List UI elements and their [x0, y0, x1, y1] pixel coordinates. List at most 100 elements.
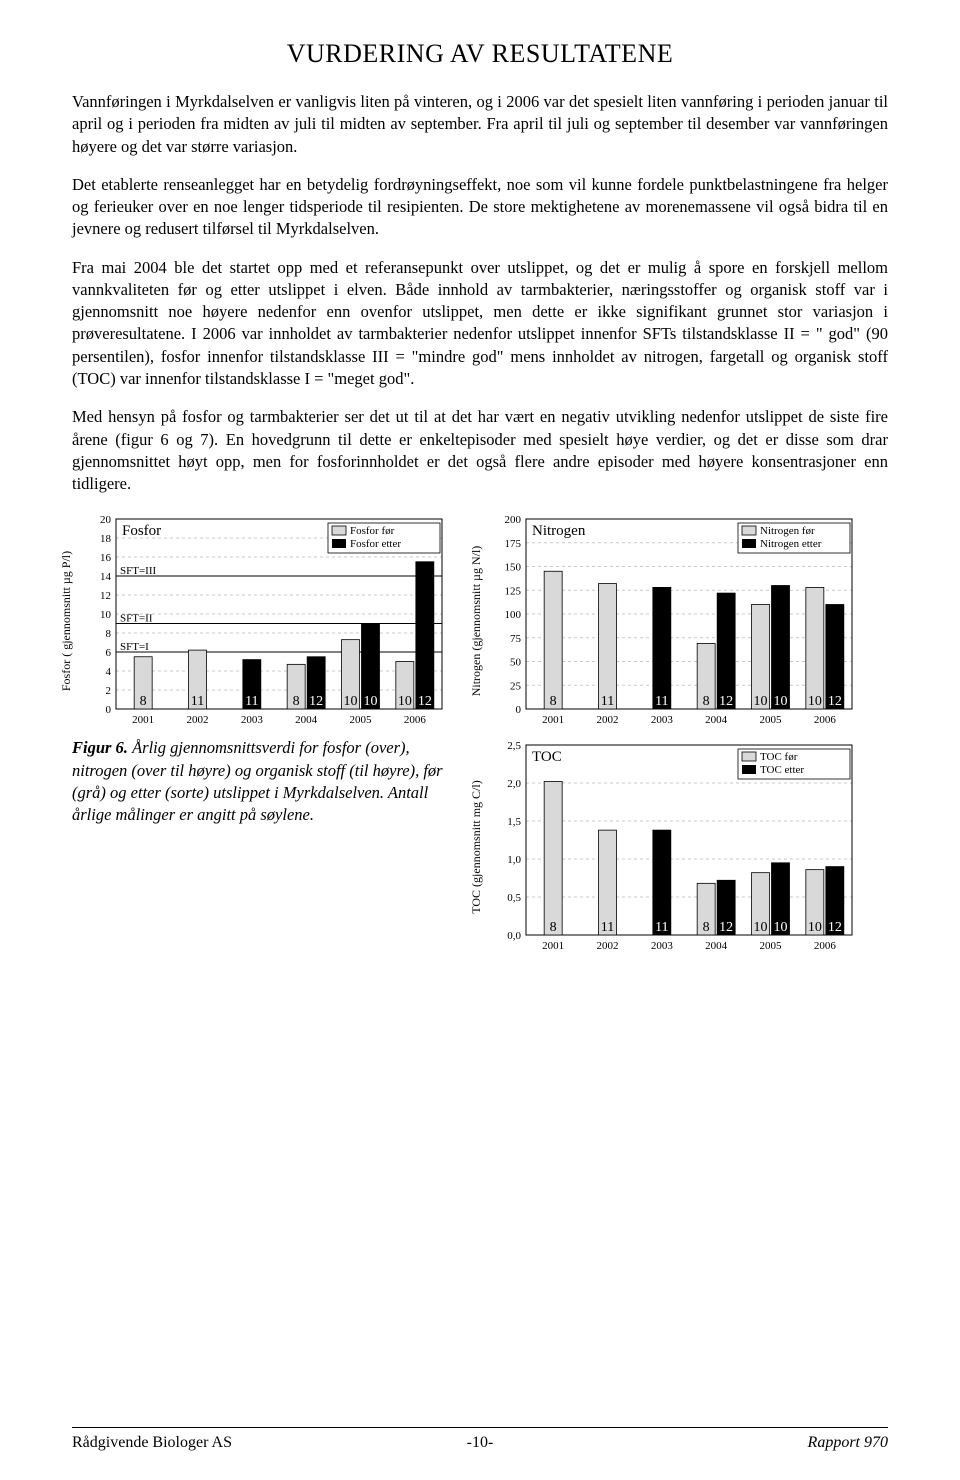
svg-text:11: 11: [655, 694, 668, 709]
svg-text:12: 12: [309, 694, 323, 709]
toc-chart: TOC (gjennomsnitt mg C/l) 0,00,51,01,52,…: [482, 737, 862, 957]
svg-text:2004: 2004: [705, 714, 728, 726]
svg-text:2003: 2003: [651, 714, 674, 726]
svg-text:Fosfor etter: Fosfor etter: [350, 538, 401, 550]
svg-text:75: 75: [510, 633, 522, 645]
lower-row: Figur 6. Årlig gjennomsnittsverdi for fo…: [72, 737, 888, 957]
svg-text:10: 10: [344, 694, 358, 709]
svg-text:11: 11: [191, 694, 204, 709]
svg-text:TOC etter: TOC etter: [760, 764, 804, 776]
svg-text:10: 10: [754, 694, 768, 709]
svg-text:12: 12: [100, 590, 111, 602]
svg-text:0,5: 0,5: [507, 892, 521, 904]
svg-text:125: 125: [505, 586, 522, 598]
paragraph-2: Det etablerte renseanlegget har en betyd…: [72, 174, 888, 241]
fosfor-chart: Fosfor ( gjennomsnitt µg P/l) 0246810121…: [72, 511, 452, 731]
svg-text:200: 200: [505, 514, 522, 526]
svg-text:2002: 2002: [597, 940, 619, 952]
svg-text:2005: 2005: [350, 714, 373, 726]
svg-text:150: 150: [505, 562, 522, 574]
svg-text:2001: 2001: [542, 940, 564, 952]
svg-text:11: 11: [601, 694, 614, 709]
svg-text:Nitrogen: Nitrogen: [532, 523, 586, 539]
svg-text:10: 10: [774, 920, 788, 935]
svg-text:2,0: 2,0: [507, 778, 521, 790]
svg-text:12: 12: [719, 920, 733, 935]
svg-text:10: 10: [808, 920, 822, 935]
svg-text:Fosfor: Fosfor: [122, 523, 161, 539]
svg-text:12: 12: [828, 920, 842, 935]
svg-text:10: 10: [398, 694, 412, 709]
svg-text:6: 6: [106, 647, 112, 659]
svg-text:2003: 2003: [651, 940, 674, 952]
svg-text:50: 50: [510, 657, 522, 669]
svg-text:8: 8: [703, 694, 710, 709]
charts-top-row: Fosfor ( gjennomsnitt µg P/l) 0246810121…: [72, 511, 888, 731]
svg-text:18: 18: [100, 533, 112, 545]
svg-text:Nitrogen etter: Nitrogen etter: [760, 538, 822, 550]
paragraph-4: Med hensyn på fosfor og tarmbakterier se…: [72, 406, 888, 495]
svg-text:12: 12: [418, 694, 432, 709]
svg-text:0: 0: [106, 704, 112, 716]
svg-text:2001: 2001: [542, 714, 564, 726]
svg-text:11: 11: [655, 920, 668, 935]
svg-text:2006: 2006: [814, 940, 837, 952]
svg-text:2004: 2004: [705, 940, 728, 952]
svg-text:100: 100: [505, 609, 522, 621]
svg-text:11: 11: [601, 920, 614, 935]
svg-text:10: 10: [754, 920, 768, 935]
svg-text:8: 8: [293, 694, 300, 709]
svg-text:2004: 2004: [295, 714, 318, 726]
figure-caption: Figur 6. Årlig gjennomsnittsverdi for fo…: [72, 737, 452, 826]
svg-text:1,0: 1,0: [507, 854, 521, 866]
svg-text:2003: 2003: [241, 714, 263, 726]
page-footer: Rådgivende Biologer AS -10- Rapport 970: [72, 1427, 888, 1454]
svg-text:8: 8: [703, 920, 710, 935]
caption-body: Årlig gjennomsnittsverdi for fosfor (ove…: [72, 738, 443, 824]
nitrogen-ylabel: Nitrogen (gjennomsnitt µg N/l): [468, 546, 484, 697]
svg-text:0,0: 0,0: [507, 930, 521, 942]
svg-text:Fosfor før: Fosfor før: [350, 525, 395, 537]
svg-text:1,5: 1,5: [507, 816, 521, 828]
svg-text:10: 10: [364, 694, 378, 709]
svg-text:10: 10: [774, 694, 788, 709]
svg-text:12: 12: [719, 694, 733, 709]
svg-text:8: 8: [106, 628, 112, 640]
svg-text:2006: 2006: [814, 714, 837, 726]
svg-text:2002: 2002: [187, 714, 209, 726]
svg-text:2005: 2005: [760, 940, 783, 952]
fosfor-ylabel: Fosfor ( gjennomsnitt µg P/l): [58, 551, 74, 691]
svg-text:2006: 2006: [404, 714, 427, 726]
toc-ylabel: TOC (gjennomsnitt mg C/l): [468, 781, 484, 914]
page-title: VURDERING AV RESULTATENE: [72, 36, 888, 71]
svg-text:TOC: TOC: [532, 749, 562, 765]
svg-text:SFT=I: SFT=I: [120, 641, 149, 653]
svg-text:SFT=III: SFT=III: [120, 565, 156, 577]
svg-text:16: 16: [100, 552, 112, 564]
paragraph-1: Vannføringen i Myrkdalselven er vanligvi…: [72, 91, 888, 158]
svg-text:175: 175: [505, 538, 522, 550]
paragraph-3: Fra mai 2004 ble det startet opp med et …: [72, 257, 888, 391]
nitrogen-chart: Nitrogen (gjennomsnitt µg N/l) 025507510…: [482, 511, 862, 731]
footer-center: -10-: [72, 1432, 888, 1454]
svg-text:8: 8: [140, 694, 147, 709]
svg-text:12: 12: [828, 694, 842, 709]
svg-text:8: 8: [550, 920, 557, 935]
svg-text:Nitrogen før: Nitrogen før: [760, 525, 815, 537]
svg-text:8: 8: [550, 694, 557, 709]
svg-text:2001: 2001: [132, 714, 154, 726]
svg-text:TOC før: TOC før: [760, 751, 798, 763]
svg-text:11: 11: [245, 694, 258, 709]
svg-text:10: 10: [100, 609, 112, 621]
svg-text:20: 20: [100, 514, 112, 526]
svg-text:14: 14: [100, 571, 112, 583]
svg-text:2: 2: [106, 685, 112, 697]
svg-text:SFT=II: SFT=II: [120, 613, 153, 625]
svg-text:4: 4: [106, 666, 112, 678]
svg-text:2005: 2005: [760, 714, 783, 726]
svg-text:2002: 2002: [597, 714, 619, 726]
svg-text:25: 25: [510, 681, 522, 693]
caption-lead: Figur 6.: [72, 738, 128, 757]
svg-text:0: 0: [516, 704, 522, 716]
svg-text:2,5: 2,5: [507, 740, 521, 752]
